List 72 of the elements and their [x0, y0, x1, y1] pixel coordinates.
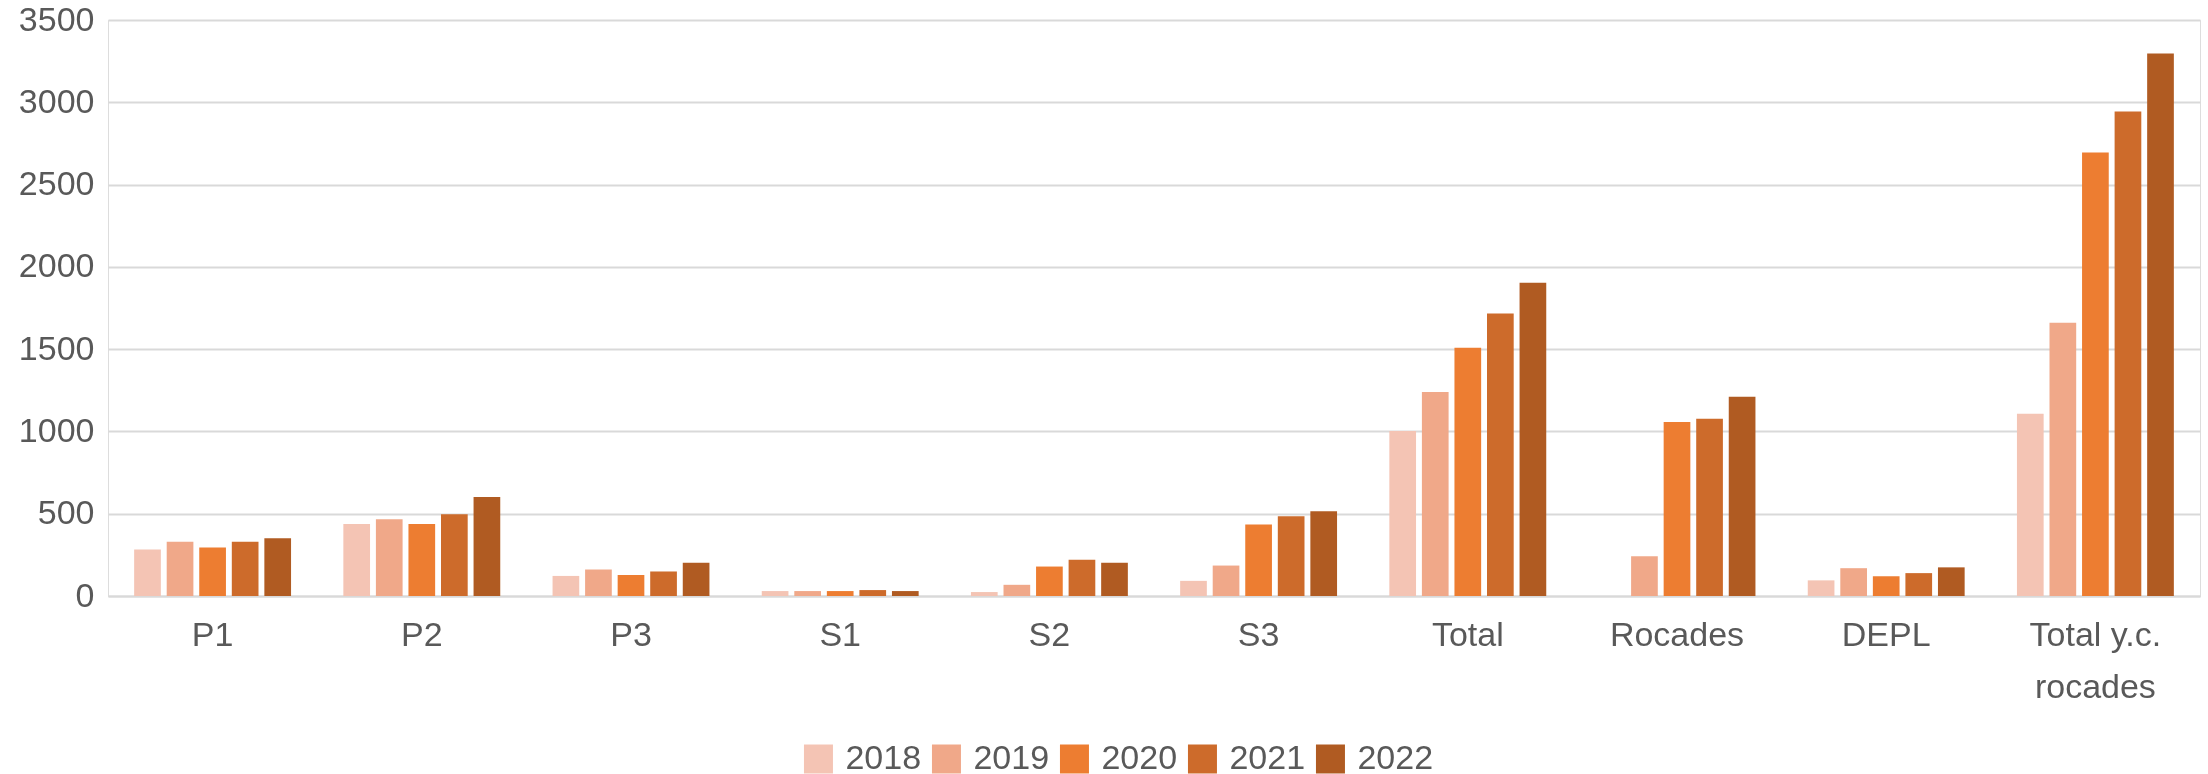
bar	[441, 514, 468, 596]
bar	[1487, 313, 1514, 596]
x-tick-label: S3	[1237, 614, 1280, 653]
x-tick-label: P3	[610, 614, 652, 653]
y-tick-label: 1500	[18, 328, 95, 367]
bar	[1389, 430, 1417, 596]
bar	[1310, 511, 1338, 596]
legend-label: 2019	[973, 738, 1050, 774]
y-tick-label: 1000	[18, 410, 95, 449]
bar	[1728, 396, 1756, 596]
bar	[166, 541, 194, 596]
bar	[1180, 580, 1207, 596]
legend-label: 2020	[1101, 738, 1178, 774]
bar	[1872, 576, 1900, 596]
bar	[1003, 584, 1031, 596]
legend-label: 2022	[1357, 738, 1434, 774]
y-tick-label: 3000	[18, 81, 95, 120]
y-tick-label: 2000	[18, 246, 95, 285]
bar	[231, 541, 259, 596]
x-tick-label: S1	[819, 614, 861, 653]
bar	[585, 569, 612, 596]
bar	[650, 571, 677, 596]
bar	[1068, 559, 1096, 596]
bar	[1101, 562, 1128, 596]
x-tick-label: Rocades	[1609, 614, 1745, 653]
legend-label: 2018	[845, 738, 922, 774]
x-tick-label: S2	[1028, 614, 1071, 653]
x-tick-label: P2	[401, 614, 443, 653]
bar	[970, 592, 998, 596]
bar	[1421, 391, 1449, 596]
x-tick-label: P1	[191, 614, 234, 653]
bar	[2082, 152, 2109, 596]
bar	[891, 591, 919, 596]
bar	[1245, 524, 1272, 596]
bar	[1631, 556, 1658, 596]
bar	[1277, 516, 1305, 596]
bar	[1840, 568, 1867, 596]
bar	[682, 562, 710, 596]
y-tick-label: 3500	[18, 0, 95, 38]
bar	[1696, 418, 1723, 596]
y-tick-label: 0	[75, 575, 95, 614]
bar	[1905, 573, 1933, 596]
bar	[473, 497, 501, 596]
legend-label: 2021	[1229, 738, 1306, 774]
bar	[2147, 53, 2174, 596]
bar	[1937, 567, 1965, 596]
bar	[794, 591, 821, 596]
bar	[2114, 111, 2142, 596]
bar	[552, 575, 580, 596]
x-tick-label: Total	[1431, 614, 1504, 653]
x-tick-label: Total y.c. rocades	[2029, 614, 2162, 705]
bar	[2016, 413, 2044, 596]
bar	[264, 538, 292, 596]
x-tick-label: DEPL	[1841, 614, 1931, 653]
bar	[1212, 565, 1240, 596]
bar	[761, 591, 789, 596]
y-tick-label: 500	[37, 493, 95, 532]
bar	[859, 590, 887, 596]
bar	[1036, 566, 1063, 596]
bar	[1454, 347, 1482, 596]
y-tick-label: 2500	[18, 164, 95, 203]
bar	[1663, 421, 1691, 596]
bar	[199, 547, 226, 596]
bar	[134, 549, 161, 596]
bar	[1807, 580, 1835, 596]
bar	[1519, 282, 1547, 596]
bar	[2049, 322, 2077, 596]
bar	[408, 524, 436, 596]
bar	[826, 591, 854, 596]
bar	[617, 574, 645, 596]
bar	[343, 524, 371, 596]
bar	[375, 519, 403, 596]
